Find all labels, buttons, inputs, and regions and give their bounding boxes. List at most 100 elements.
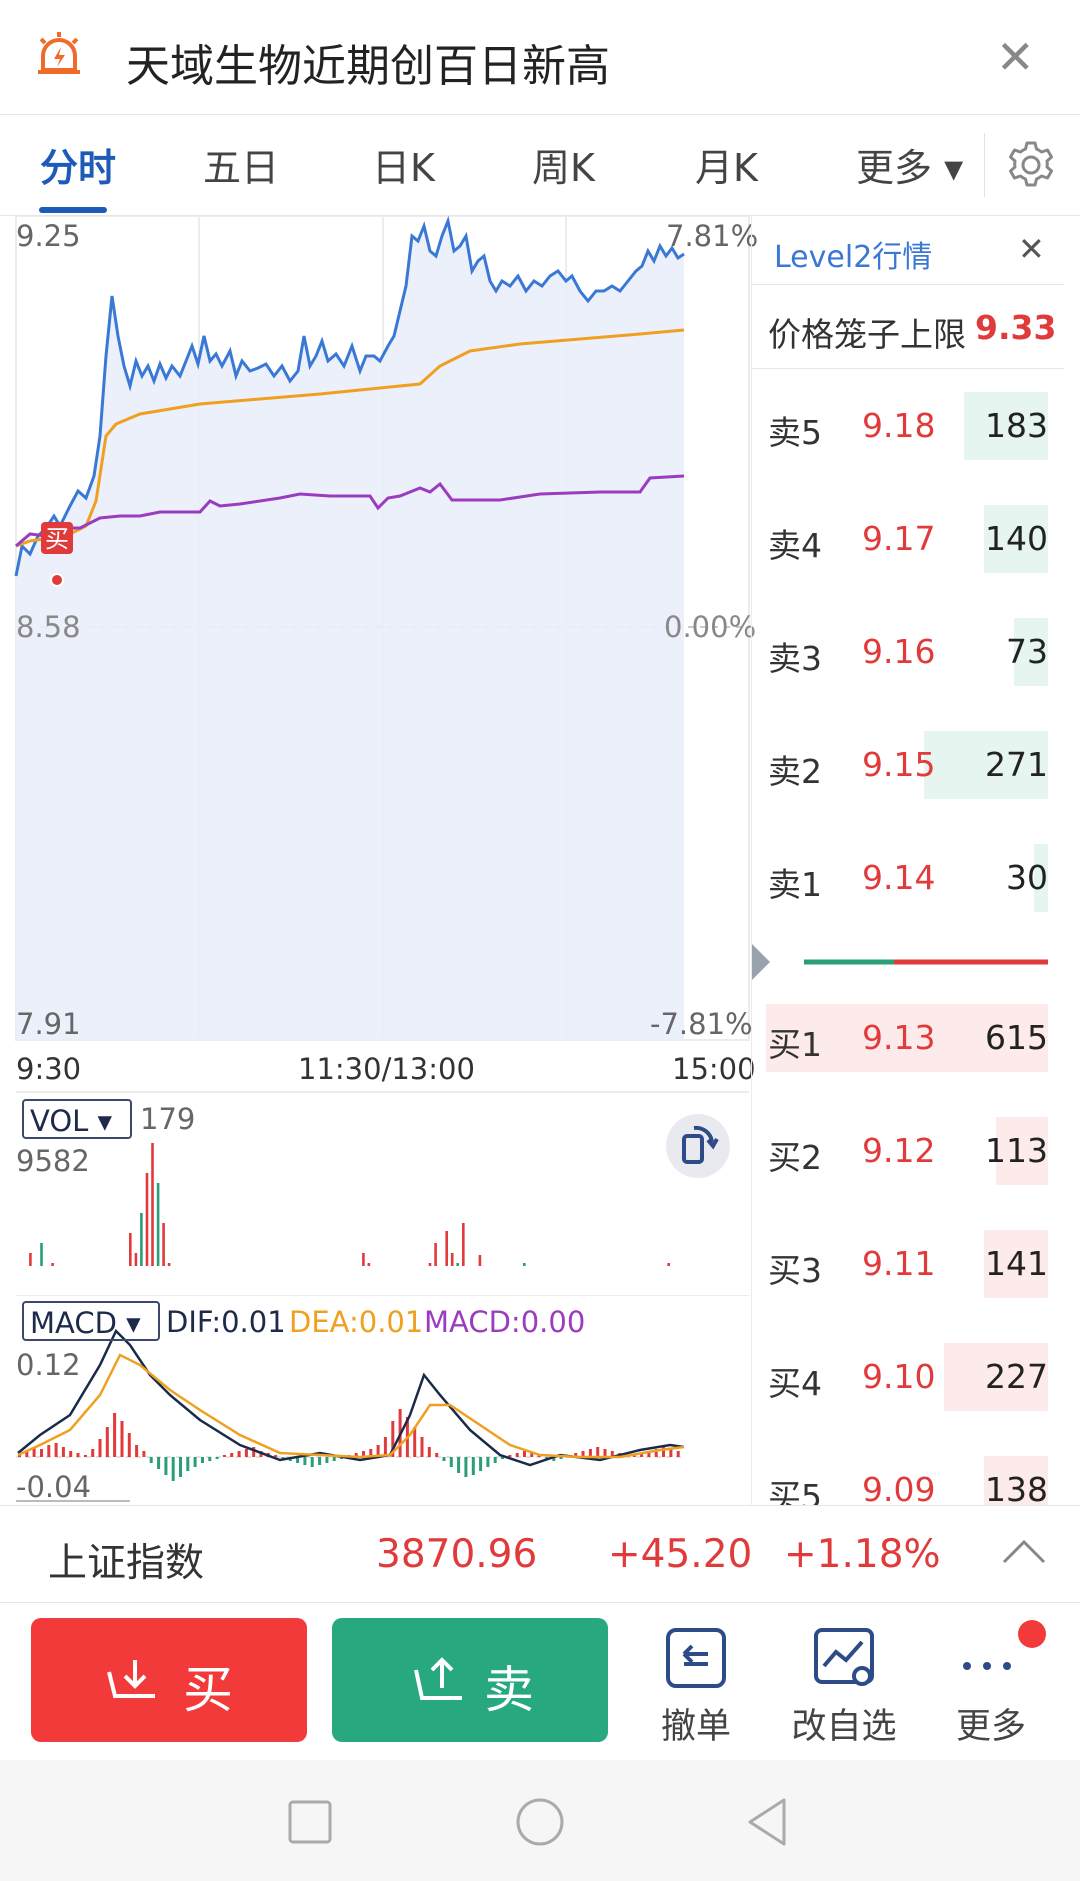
ask-price: 9.16 [862, 632, 936, 671]
macd-bar [171, 1457, 175, 1481]
ask-level-label: 卖1 [768, 865, 822, 904]
macd-selector[interactable]: MACD ▾ [22, 1301, 160, 1341]
ask-volume: 271 [985, 745, 1048, 784]
price-line [14, 216, 685, 577]
intraday-chart[interactable]: 买 [0, 216, 752, 1266]
macd-value: MACD:0.00 [424, 1305, 586, 1339]
bid-row-1[interactable]: 买1 9.13 615 [752, 1004, 1064, 1072]
macd-bar [193, 1457, 197, 1467]
tab-intraday[interactable]: 分时 [40, 146, 117, 190]
volume-bar [362, 1253, 365, 1266]
price-mid-label: 8.58 [16, 610, 81, 644]
buy-button-label: 买 [183, 1661, 233, 1719]
edit-watchlist-button[interactable]: 改自选 [784, 1620, 904, 1750]
index-ticker-bar[interactable]: 上证指数 3870.96 +45.20 +1.18% [0, 1505, 1080, 1603]
bid-level-label: 买5 [768, 1477, 822, 1506]
alarm-icon [38, 32, 80, 74]
macd-bar [413, 1427, 417, 1457]
chart-tabs: 分时 五日 日K 周K 月K 更多 ▾ [0, 115, 1080, 216]
bid-price: 9.12 [862, 1131, 936, 1170]
chevron-up-icon[interactable] [1000, 1534, 1048, 1570]
ask-row-2[interactable]: 卖2 9.15 271 [752, 731, 1064, 799]
macd-bar [244, 1449, 248, 1457]
bid-row-5[interactable]: 买5 9.09 138 [752, 1456, 1064, 1506]
bid-level-label: 买1 [768, 1025, 822, 1064]
index-value: 3870.96 [376, 1532, 538, 1577]
volume-bar [367, 1263, 371, 1266]
macd-bar [552, 1457, 556, 1461]
macd-bar [76, 1453, 80, 1457]
close-icon[interactable]: ✕ [996, 30, 1035, 84]
bid-row-3[interactable]: 买3 9.11 141 [752, 1230, 1064, 1298]
cancel-order-button[interactable]: 撤单 [636, 1620, 756, 1750]
ask-row-4[interactable]: 卖4 9.17 140 [752, 505, 1064, 573]
macd-bar [559, 1457, 563, 1459]
recent-apps-icon[interactable] [286, 1798, 334, 1846]
volume-bar [434, 1243, 437, 1266]
macd-bar [127, 1433, 131, 1457]
ask-row-5[interactable]: 卖5 9.18 183 [752, 392, 1064, 460]
ask-level-label: 卖3 [768, 639, 822, 678]
dea-line [17, 1353, 685, 1459]
tab-weekly-k[interactable]: 周K [532, 146, 595, 190]
bid-volume: 615 [985, 1018, 1048, 1057]
macd-chart[interactable] [0, 1295, 752, 1505]
macd-bar [105, 1427, 109, 1457]
notification-dot [1018, 1620, 1046, 1648]
rotate-screen-button[interactable] [666, 1114, 730, 1178]
gear-icon[interactable] [1005, 139, 1057, 191]
macd-bar [457, 1457, 461, 1473]
volume-bar [667, 1263, 670, 1266]
macd-bar [186, 1457, 190, 1471]
macd-bar [83, 1455, 87, 1457]
tab-five-day[interactable]: 五日 [203, 146, 280, 190]
price-high-label: 9.25 [16, 219, 81, 253]
page-title: 天域生物近期创百日新高 [126, 41, 610, 92]
volume-bar [162, 1223, 165, 1266]
volume-bar [151, 1143, 154, 1266]
macd-bar [486, 1457, 490, 1467]
volume-bar [134, 1253, 138, 1266]
macd-bar [647, 1451, 651, 1457]
macd-bar [98, 1439, 102, 1457]
home-icon[interactable] [514, 1796, 566, 1848]
ask-row-1[interactable]: 卖1 9.14 30 [752, 844, 1064, 912]
more-actions-label: 更多 [955, 1707, 1026, 1747]
tab-more[interactable]: 更多 ▾ [856, 146, 964, 190]
macd-bar [427, 1447, 431, 1457]
level2-close-icon[interactable]: ✕ [1018, 230, 1045, 268]
buy-marker[interactable]: 买 [41, 522, 73, 587]
bid-level-label: 买4 [768, 1364, 822, 1403]
price-low-label: 7.91 [16, 1007, 81, 1041]
macd-bar [69, 1451, 73, 1457]
buy-button[interactable]: 买 [31, 1618, 307, 1742]
macd-bar [215, 1457, 219, 1459]
level2-title[interactable]: Level2行情 [774, 240, 933, 275]
tab-divider [984, 133, 985, 197]
macd-bar [640, 1453, 644, 1457]
buy-arrow-icon [107, 1660, 155, 1698]
macd-bar [501, 1457, 504, 1459]
bid-row-4[interactable]: 买4 9.10 227 [752, 1343, 1064, 1411]
sell-button[interactable]: 卖 [332, 1618, 608, 1742]
macd-bar [222, 1455, 226, 1457]
pct-mid-label: 0.00% [664, 610, 757, 644]
sell-arrow-icon [414, 1657, 462, 1700]
macd-bar [530, 1453, 534, 1457]
more-actions-button[interactable]: 更多 [931, 1620, 1051, 1750]
tab-monthly-k[interactable]: 月K [695, 146, 758, 190]
ask-price: 9.17 [862, 519, 936, 558]
index-change: +45.20 [608, 1532, 753, 1577]
volume-bar [456, 1263, 459, 1266]
macd-bar [632, 1455, 636, 1457]
macd-bar [420, 1437, 424, 1457]
ask-row-3[interactable]: 卖3 9.16 73 [752, 618, 1064, 686]
volume-bar [428, 1263, 432, 1266]
tab-daily-k[interactable]: 日K [372, 146, 435, 190]
back-icon[interactable] [744, 1796, 792, 1848]
header-bar: 天域生物近期创百日新高 ✕ [0, 0, 1080, 115]
macd-bar [237, 1451, 241, 1457]
bid-row-2[interactable]: 买2 9.12 113 [752, 1117, 1064, 1185]
vol-selector[interactable]: VOL ▾ [22, 1099, 132, 1139]
rotate-icon [682, 1125, 719, 1164]
